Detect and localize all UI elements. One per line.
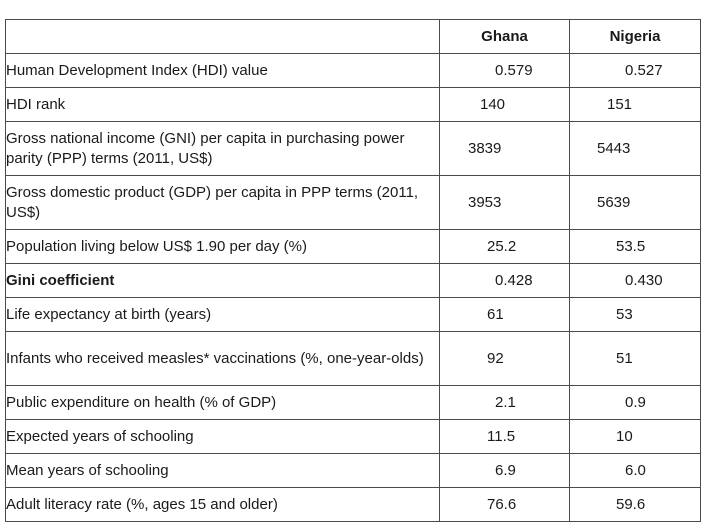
row-label: Life expectancy at birth (years)	[5, 297, 440, 332]
nigeria-value: 0.430	[569, 263, 701, 298]
nigeria-value: 59.6	[569, 487, 701, 522]
table-row: Adult literacy rate (%, ages 15 and olde…	[5, 487, 701, 522]
row-label: Gini coefficient	[5, 263, 440, 298]
comparison-table: Ghana Nigeria Human Development Index (H…	[5, 19, 701, 522]
ghana-value: 11.5	[439, 419, 570, 454]
table-row: Population living below US$ 1.90 per day…	[5, 229, 701, 264]
nigeria-value: 10	[569, 419, 701, 454]
row-label: Infants who received measles* vaccinatio…	[5, 331, 440, 386]
row-label: Gross domestic product (GDP) per capita …	[5, 175, 440, 230]
ghana-value: 25.2	[439, 229, 570, 264]
row-label: Gross national income (GNI) per capita i…	[5, 121, 440, 176]
ghana-value: 61	[439, 297, 570, 332]
nigeria-value: 5639	[569, 175, 701, 230]
row-label: Adult literacy rate (%, ages 15 and olde…	[5, 487, 440, 522]
ghana-value: 0.579	[439, 53, 570, 88]
nigeria-value: 0.527	[569, 53, 701, 88]
column-header-ghana: Ghana	[439, 19, 570, 54]
ghana-value: 140	[439, 87, 570, 122]
table-row: Public expenditure on health (% of GDP) …	[5, 385, 701, 420]
table-row: Gross domestic product (GDP) per capita …	[5, 175, 701, 230]
nigeria-value: 53.5	[569, 229, 701, 264]
header-blank-cell	[5, 19, 440, 54]
ghana-value: 3839	[439, 121, 570, 176]
ghana-value: 6.9	[439, 453, 570, 488]
table-row: Gini coefficient 0.428 0.430	[5, 263, 701, 298]
ghana-value: 0.428	[439, 263, 570, 298]
table-row: Human Development Index (HDI) value 0.57…	[5, 53, 701, 88]
row-label: Public expenditure on health (% of GDP)	[5, 385, 440, 420]
nigeria-value: 0.9	[569, 385, 701, 420]
nigeria-value: 53	[569, 297, 701, 332]
ghana-value: 76.6	[439, 487, 570, 522]
table-row: Expected years of schooling 11.5 10	[5, 419, 701, 454]
nigeria-value: 6.0	[569, 453, 701, 488]
nigeria-value: 5443	[569, 121, 701, 176]
ghana-value: 2.1	[439, 385, 570, 420]
row-label: Mean years of schooling	[5, 453, 440, 488]
table-row: Gross national income (GNI) per capita i…	[5, 121, 701, 176]
ghana-value: 92	[439, 331, 570, 386]
row-label: Population living below US$ 1.90 per day…	[5, 229, 440, 264]
nigeria-value: 51	[569, 331, 701, 386]
row-label: HDI rank	[5, 87, 440, 122]
column-header-nigeria: Nigeria	[569, 19, 701, 54]
ghana-value: 3953	[439, 175, 570, 230]
table-row: Infants who received measles* vaccinatio…	[5, 331, 701, 386]
row-label: Expected years of schooling	[5, 419, 440, 454]
table-row: HDI rank 140 151	[5, 87, 701, 122]
table-row: Life expectancy at birth (years) 61 53	[5, 297, 701, 332]
nigeria-value: 151	[569, 87, 701, 122]
row-label: Human Development Index (HDI) value	[5, 53, 440, 88]
table-row: Mean years of schooling 6.9 6.0	[5, 453, 701, 488]
header-row: Ghana Nigeria	[5, 19, 701, 54]
